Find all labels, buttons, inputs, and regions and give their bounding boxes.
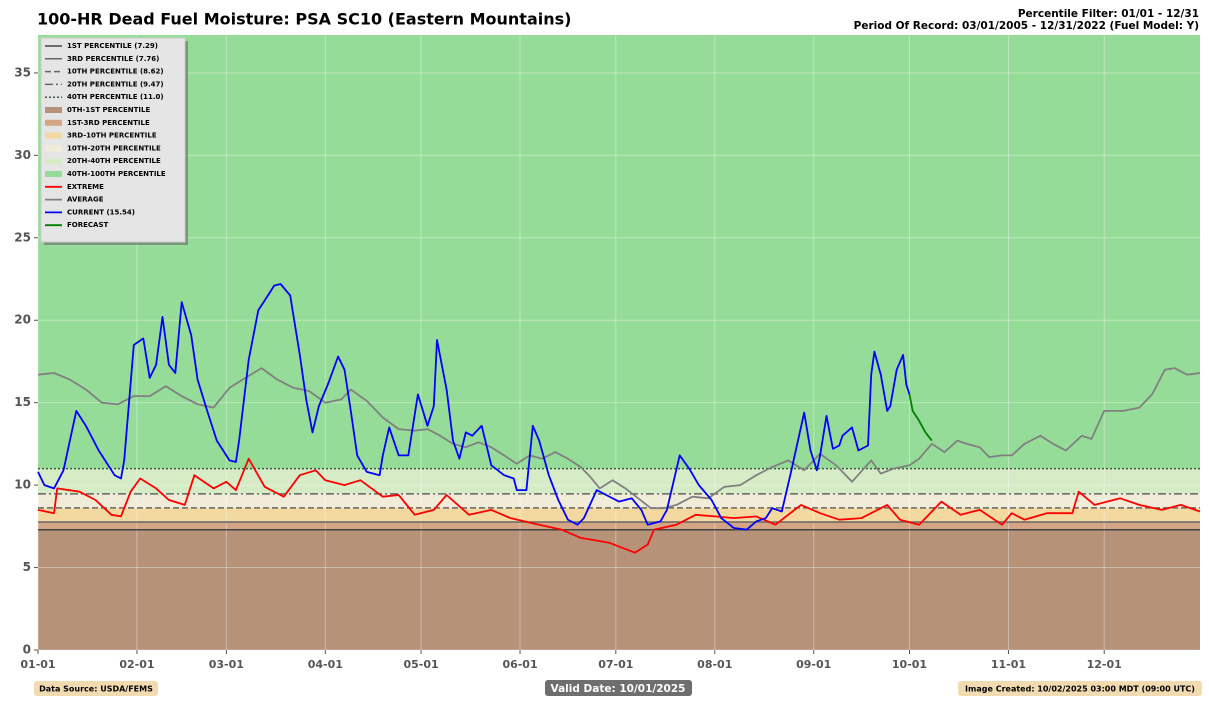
legend-label: 1ST-3RD PERCENTILE — [67, 119, 150, 127]
legend-label: 3RD PERCENTILE (7.76) — [67, 55, 159, 63]
footer-box — [545, 680, 692, 696]
footer-center: Valid Date: 10/01/2025 — [551, 683, 686, 695]
percentile-band — [38, 35, 1200, 469]
legend-swatch — [45, 171, 62, 177]
subtitle: Percentile Filter: 01/01 - 12/31 — [1018, 8, 1199, 20]
y-tick-label: 20 — [14, 313, 31, 327]
legend-swatch — [45, 158, 62, 165]
footer-left: Data Source: USDA/FEMS — [39, 685, 153, 694]
footer-box — [958, 681, 1202, 696]
legend-swatch — [45, 119, 62, 126]
y-tick-label: 5 — [23, 560, 31, 574]
legend-label: 20TH-40TH PERCENTILE — [67, 157, 161, 165]
chart-title: 100-HR Dead Fuel Moisture: PSA SC10 (Eas… — [37, 10, 571, 29]
x-tick-label: 12-01 — [1087, 658, 1122, 671]
series-line — [37, 283, 911, 531]
y-tick-label: 35 — [14, 65, 31, 79]
legend-label: EXTREME — [67, 183, 104, 191]
legend-label: 20TH PERCENTILE (9.47) — [67, 80, 164, 88]
legend-swatch — [45, 132, 62, 139]
subtitle: Period Of Record: 03/01/2005 - 12/31/202… — [854, 20, 1199, 32]
legend-label: AVERAGE — [67, 196, 104, 204]
legend-label: FORECAST — [67, 221, 109, 229]
legend: 1ST PERCENTILE (7.29) 3RD PERCENTILE (7.7… — [40, 37, 188, 245]
percentile-band — [38, 507, 1200, 523]
percentile-band — [38, 529, 1200, 650]
legend-label: 0TH-1ST PERCENTILE — [67, 106, 150, 114]
legend-label: 40TH-100TH PERCENTILE — [67, 170, 166, 178]
y-tick-label: 15 — [14, 395, 31, 409]
x-tick-label: 06-01 — [502, 658, 537, 671]
legend-label: 40TH PERCENTILE (11.0) — [67, 93, 164, 101]
footer-box — [34, 681, 158, 696]
series-line — [37, 457, 1201, 554]
y-tick-label: 10 — [14, 478, 31, 492]
legend-swatch — [45, 107, 62, 113]
legend-label: 10TH-20TH PERCENTILE — [67, 144, 161, 152]
footer-right: Image Created: 10/02/2025 03:00 MDT (09:… — [965, 685, 1195, 694]
x-tick-label: 08-01 — [697, 658, 732, 671]
legend-label: CURRENT (15.54) — [67, 208, 135, 216]
legend-box — [40, 37, 186, 243]
x-tick-label: 05-01 — [403, 658, 438, 671]
legend-label: 1ST PERCENTILE (7.29) — [67, 42, 158, 50]
series-line — [37, 367, 1201, 510]
x-tick-label: 11-01 — [991, 658, 1026, 671]
x-tick-label: 04-01 — [308, 658, 343, 671]
x-tick-label: 03-01 — [209, 658, 244, 671]
legend-label: 10TH PERCENTILE (8.62) — [67, 68, 164, 76]
percentile-band — [38, 468, 1200, 494]
x-tick-label: 07-01 — [598, 658, 633, 671]
x-tick-label: 09-01 — [796, 658, 831, 671]
x-tick-label: 02-01 — [119, 658, 154, 671]
legend-label: 3RD-10TH PERCENTILE — [67, 132, 157, 140]
x-tick-label: 10-01 — [892, 658, 927, 671]
legend-swatch — [45, 145, 62, 152]
percentile-band — [38, 522, 1200, 530]
y-tick-label: 0 — [23, 643, 31, 657]
x-tick-label: 01-01 — [20, 658, 55, 671]
y-tick-label: 30 — [14, 148, 31, 162]
y-tick-label: 25 — [14, 230, 31, 244]
series-line — [908, 394, 933, 442]
